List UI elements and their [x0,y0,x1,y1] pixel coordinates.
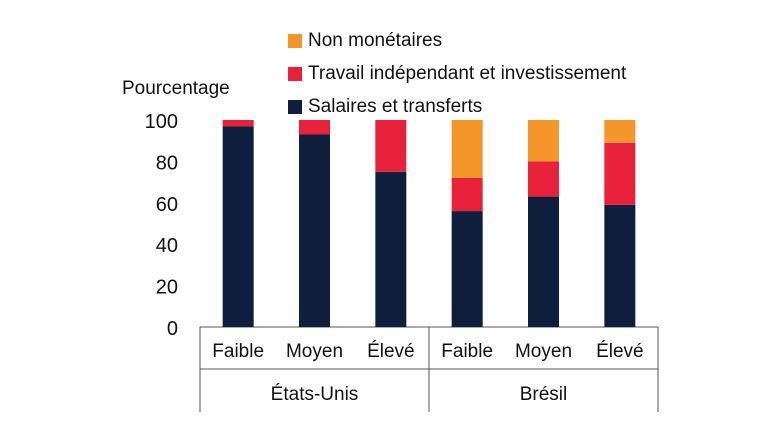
bar-segment [604,120,636,143]
chart-legend: Non monétaires Travail indépendant et in… [288,24,626,123]
y-tick-label: 20 [156,277,178,299]
bar-segment [375,171,407,327]
bar-segment [528,120,559,162]
bar-segment [451,177,483,212]
bar-segment [604,142,636,205]
y-axis-label: Pourcentage [122,78,230,99]
legend-label: Travail indépendant et investissement [308,62,627,84]
x-tick-label: Élevé [367,341,415,362]
bar-segment [604,204,636,327]
legend-swatch [288,66,302,81]
y-tick-label: 80 [156,152,178,174]
x-tick-label: Élevé [596,341,644,362]
legend-item-salaires: Salaires et transferts [288,90,626,123]
group-label: États-Unis [271,384,359,405]
y-tick-label: 60 [156,194,178,216]
bar-segment [528,161,559,197]
legend-item-travail-independant: Travail indépendant et investissement [288,57,626,90]
y-tick-label: 40 [156,235,178,257]
bar-segment [375,120,407,172]
legend-swatch [288,99,302,114]
x-tick-label: Moyen [286,341,343,362]
legend-item-non-monetaires: Non monétaires [288,24,626,57]
bar-segment [222,126,254,328]
x-tick-label: Faible [441,341,493,362]
bar-segment [299,134,330,327]
bar-segment [222,120,254,127]
bar-segment [528,196,559,327]
legend-label: Salaires et transferts [308,95,483,117]
y-tick-label: 100 [145,111,178,133]
y-tick-label: 0 [167,318,178,340]
bar-segment [299,120,330,135]
x-tick-label: Faible [212,341,264,362]
x-tick-label: Moyen [515,341,572,362]
legend-swatch [288,33,302,48]
bar-segment [451,120,483,178]
group-label: Brésil [520,384,568,405]
legend-label: Non monétaires [308,29,443,51]
bar-segment [451,211,483,327]
